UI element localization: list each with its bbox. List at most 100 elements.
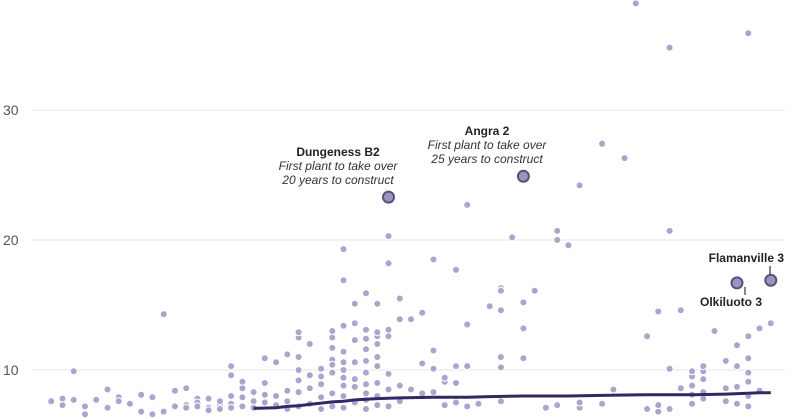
data-point: [317, 405, 326, 413]
data-point: [362, 334, 370, 343]
y-axis-ticks: 10 20 30: [3, 102, 19, 378]
data-point: [58, 394, 67, 403]
data-point: [676, 384, 685, 393]
data-point: [744, 332, 753, 341]
data-point: [519, 298, 528, 307]
data-point: [452, 398, 460, 407]
y-tick-label: 20: [3, 232, 19, 248]
data-point: [688, 381, 697, 390]
data-point: [496, 397, 505, 406]
data-point: [508, 233, 517, 242]
data-point: [384, 232, 393, 241]
data-point: [81, 402, 89, 411]
data-point: [362, 356, 370, 365]
data-point: [440, 401, 449, 410]
data-point: [688, 367, 697, 376]
data-point: [148, 410, 157, 419]
data-point: [384, 325, 393, 334]
data-point: [744, 354, 753, 363]
data-point: [260, 390, 269, 399]
data-point: [744, 402, 753, 411]
data-point: [339, 392, 348, 400]
data-point: [654, 307, 663, 316]
data-point: [452, 265, 460, 274]
data-point: [721, 356, 730, 365]
data-point: [238, 393, 247, 402]
y-tick-label: 30: [3, 102, 19, 118]
data-point: [58, 401, 67, 410]
data-point: [305, 384, 314, 393]
data-point: [204, 406, 213, 415]
data-point: [362, 405, 370, 413]
data-point: [384, 259, 393, 268]
data-point: [373, 362, 382, 371]
annotation-flamanville: Flamanville 3: [709, 251, 784, 274]
data-point: [339, 381, 348, 390]
data-point: [496, 363, 505, 372]
data-point: [362, 345, 370, 354]
highlight-point-olkiluoto: [730, 276, 744, 290]
data-point: [328, 327, 337, 335]
data-point: [215, 405, 224, 413]
data-point: [283, 350, 292, 359]
data-point: [564, 241, 573, 250]
data-point: [328, 389, 337, 398]
data-point: [182, 384, 191, 393]
highlight-points: [382, 169, 778, 290]
data-point: [294, 376, 303, 385]
data-point: [665, 405, 674, 413]
data-point: [339, 245, 348, 254]
data-point: [631, 0, 640, 8]
data-point: [575, 181, 584, 190]
data-point: [272, 392, 281, 400]
data-point: [429, 255, 438, 264]
data-point: [362, 368, 370, 377]
data-point: [766, 319, 775, 328]
data-point: [260, 379, 269, 387]
data-point: [643, 405, 652, 413]
data-point: [519, 354, 528, 363]
data-point: [496, 306, 505, 315]
data-point: [395, 381, 404, 390]
data-point: [137, 407, 146, 416]
data-point: [350, 336, 359, 345]
data-point: [227, 371, 236, 380]
annotation-angra: Angra 2 First plant to take over 25 year…: [428, 124, 548, 166]
data-point: [699, 375, 708, 384]
data-point: [744, 368, 753, 377]
data-point: [654, 401, 663, 410]
data-point: [103, 385, 112, 394]
data-point: [47, 397, 56, 406]
data-point: [362, 325, 370, 334]
data-point: [665, 226, 674, 235]
data-point: [474, 399, 483, 408]
data-point: [384, 369, 393, 378]
data-point: [463, 320, 472, 329]
data-point: [294, 353, 303, 361]
data-point: [620, 154, 629, 163]
data-points: [47, 0, 775, 419]
data-point: [429, 388, 438, 397]
data-point: [272, 358, 281, 367]
highlight-point-dungeness: [382, 190, 395, 204]
data-point: [238, 384, 247, 393]
data-point: [339, 358, 348, 367]
data-point: [407, 385, 415, 394]
annotation-line: 20 years to construct: [281, 173, 394, 187]
y-tick-label: 10: [3, 362, 19, 378]
data-point: [721, 397, 730, 406]
data-point: [148, 393, 157, 402]
data-point: [496, 353, 505, 361]
data-point: [755, 324, 764, 333]
data-point: [496, 286, 505, 295]
data-point: [643, 332, 652, 341]
data-point: [519, 324, 528, 333]
data-point: [733, 362, 741, 371]
data-point: [733, 382, 741, 391]
data-point: [710, 327, 719, 335]
data-point: [362, 389, 370, 398]
annotation-olkiluoto: Olkiluoto 3: [700, 287, 762, 309]
data-point: [699, 362, 708, 371]
data-point: [384, 385, 393, 394]
